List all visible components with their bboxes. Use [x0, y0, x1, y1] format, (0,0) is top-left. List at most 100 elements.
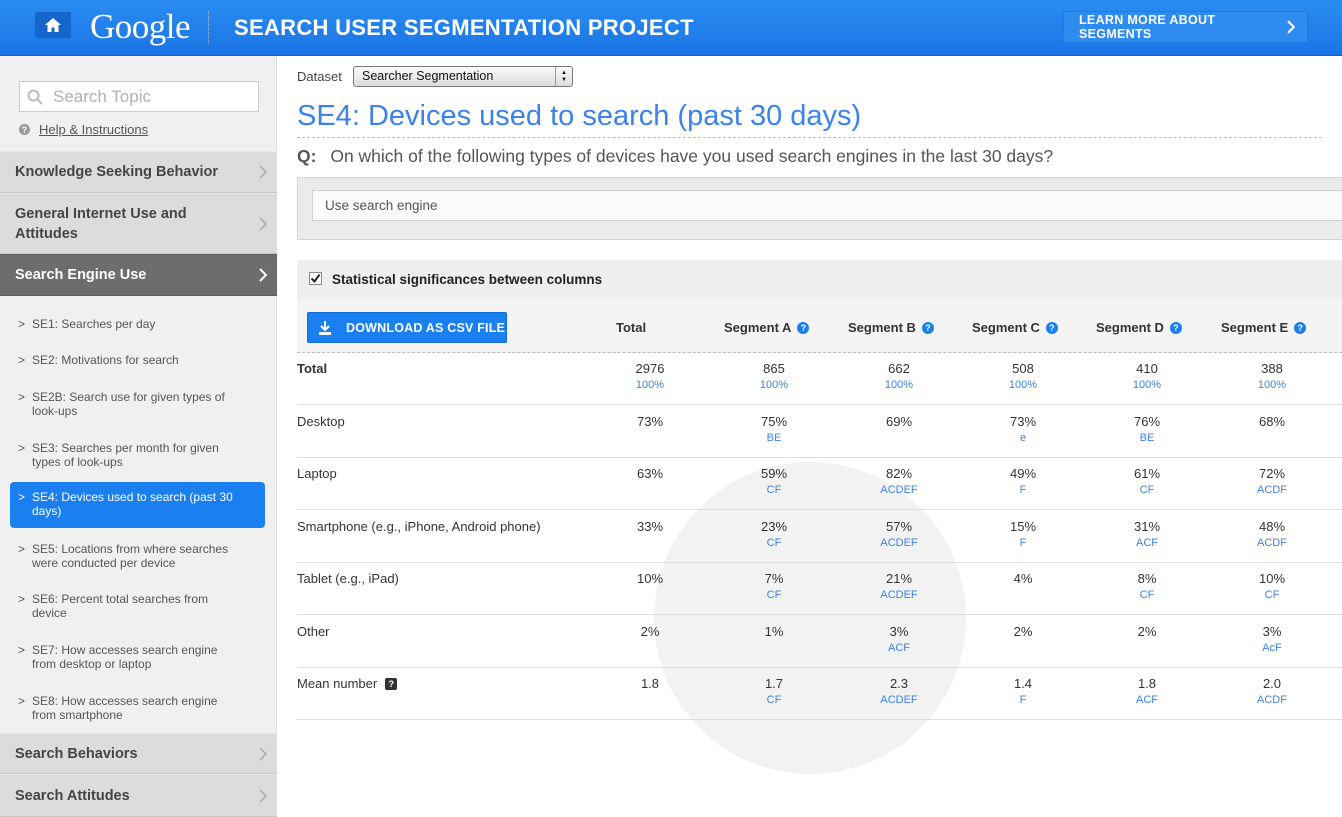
table-row: Tablet (e.g., iPad) 10% 7% CF 21% ACDEF 4% 8% CF…	[297, 562, 1342, 615]
chevron-right-icon	[259, 165, 267, 179]
help-icon[interactable]: ?	[797, 322, 810, 334]
column-header-total: Total	[616, 320, 646, 335]
table-header: DOWNLOAD AS CSV FILE Total Segment A? Se…	[297, 300, 1342, 353]
search-topic-field[interactable]	[19, 81, 259, 112]
cell-significance: ACF	[888, 641, 910, 654]
dataset-select[interactable]: Searcher Segmentation ▲ ▼	[353, 66, 573, 87]
table-cell: 72% ACDF	[1232, 466, 1312, 496]
category-label: Search Behaviors	[15, 745, 138, 762]
learn-more-button[interactable]: LEARN MORE ABOUT SEGMENTS	[1063, 11, 1308, 43]
table-cell: 63%	[610, 466, 690, 484]
table-cell: 48% ACDF	[1232, 519, 1312, 549]
table-cell: 7% CF	[734, 571, 814, 601]
help-icon[interactable]: ?	[1045, 322, 1058, 334]
cell-value: 388	[1261, 361, 1283, 376]
table-cell: 10% CF	[1232, 571, 1312, 601]
cell-value: 48%	[1258, 518, 1286, 534]
question-text: On which of the following types of devic…	[330, 146, 1054, 166]
help-icon[interactable]: ?	[921, 322, 934, 334]
chevron-right-icon: >	[18, 390, 26, 404]
chevron-right-icon: >	[18, 542, 26, 556]
help-icon[interactable]: ?	[1169, 322, 1182, 334]
table-cell: 662 100%	[859, 361, 939, 391]
cell-value: 7%	[764, 571, 784, 586]
cell-value: 10%	[1258, 571, 1286, 586]
cell-value: 49%	[1009, 466, 1037, 481]
checkbox-checked-icon[interactable]	[309, 272, 323, 286]
row-label: Other	[297, 624, 330, 639]
column-label: Total	[616, 320, 647, 335]
google-logo[interactable]: Google	[90, 7, 191, 46]
sidebar-item-label: SE4: Devices used to search (past 30 day…	[32, 490, 233, 518]
cell-value: 69%	[885, 413, 913, 429]
table-row: Other 2% 1% 3% ACF 2% 2% 3% AcF	[297, 615, 1342, 668]
table-cell: 2%	[1107, 624, 1187, 642]
sidebar-item-se5[interactable]: > SE5: Locations from where searches wer…	[10, 542, 265, 570]
sidebar-item-se4[interactable]: > SE4: Devices used to search (past 30 d…	[10, 482, 265, 528]
sidebar-item-se2b[interactable]: > SE2B: Search use for given types of lo…	[10, 390, 265, 418]
cell-value: 72%	[1258, 466, 1286, 481]
table-cell: 1.7 CF	[734, 676, 814, 706]
sidebar-item-label: SE5: Locations from where searches were …	[32, 542, 229, 570]
row-label-text: Tablet (e.g., iPad)	[297, 571, 399, 586]
category-general-internet[interactable]: General Internet Use and Attitudes	[0, 193, 277, 254]
table-cell: 33%	[610, 519, 690, 537]
category-label: Search Attitudes	[15, 787, 130, 804]
cell-significance: 100%	[1008, 379, 1038, 391]
column-header-segment-d: Segment D?	[1096, 320, 1182, 335]
table-cell: 69%	[859, 414, 939, 432]
title-divider	[297, 137, 1322, 138]
sidebar-item-se3[interactable]: > SE3: Searches per month for given type…	[10, 441, 265, 469]
download-csv-label: DOWNLOAD AS CSV FILE	[346, 320, 506, 335]
chevron-right-icon: >	[18, 592, 26, 606]
sidebar-item-label: SE6: Percent total searches from device	[32, 592, 209, 620]
sidebar-item-se2[interactable]: > SE2: Motivations for search	[10, 353, 265, 367]
sidebar-item-se8[interactable]: > SE8: How accesses search engine from s…	[10, 694, 265, 722]
home-button[interactable]	[35, 12, 71, 38]
cell-significance: 100%	[1132, 379, 1162, 391]
cell-value: 508	[1012, 361, 1034, 376]
chevron-right-icon: >	[18, 694, 26, 708]
cell-significance: CF	[766, 589, 782, 601]
sidebar-item-label: SE8: How accesses search engine from sma…	[32, 694, 218, 722]
cell-value: 1.4	[1013, 676, 1033, 691]
cell-significance: ACDF	[1257, 694, 1287, 706]
cell-value: 21%	[885, 571, 913, 586]
row-label-text: Smartphone (e.g., iPhone, Android phone)	[297, 518, 541, 534]
table-cell: 2%	[983, 624, 1063, 642]
cell-value: 1%	[764, 623, 784, 639]
category-search-behaviors[interactable]: Search Behaviors	[0, 733, 277, 774]
response-select[interactable]: Use search engine	[312, 190, 1342, 221]
sidebar-item-se6[interactable]: > SE6: Percent total searches from devic…	[10, 592, 265, 620]
table-cell: 76% BE	[1107, 414, 1187, 444]
chevron-right-icon: >	[18, 490, 26, 504]
help-icon[interactable]: ?	[1294, 322, 1307, 334]
help-instructions-link[interactable]: Help & Instructions	[39, 122, 149, 137]
table-cell: 508 100%	[983, 361, 1063, 391]
table-row: Smartphone (e.g., iPhone, Android phone)…	[297, 510, 1342, 563]
sidebar-item-se1[interactable]: > SE1: Searches per day	[10, 317, 265, 331]
dataset-label: Dataset	[297, 69, 342, 84]
column-header-segment-e: Segment E?	[1221, 320, 1307, 335]
column-header-segment-b: Segment B?	[848, 320, 934, 335]
table-row: Mean number? 1.8 1.7 CF 2.3 ACDEF 1.4 F 1.8 ACF 2.…	[297, 667, 1342, 720]
cell-value: 63%	[636, 466, 664, 481]
sidebar-item-label: SE2B: Search use for given types of look…	[32, 390, 225, 418]
cell-value: 3%	[889, 623, 909, 639]
cell-value: 75%	[760, 413, 788, 429]
category-label: General Internet Use and Attitudes	[15, 205, 187, 242]
question-icon: ?	[19, 124, 30, 135]
category-search-attitudes[interactable]: Search Attitudes	[0, 774, 277, 817]
download-csv-button[interactable]: DOWNLOAD AS CSV FILE	[307, 312, 507, 343]
cell-significance: 100%	[759, 379, 789, 391]
help-icon[interactable]: ?	[385, 678, 398, 690]
category-search-engine-use[interactable]: Search Engine Use	[0, 254, 277, 296]
stat-significance-bar: Statistical significances between column…	[297, 260, 1342, 300]
search-topic-input[interactable]	[51, 85, 245, 108]
category-knowledge-seeking[interactable]: Knowledge Seeking Behavior	[0, 151, 277, 193]
cell-value: 2%	[640, 623, 660, 639]
sidebar-item-se7[interactable]: > SE7: How accesses search engine from d…	[10, 643, 265, 671]
category-label: Search Engine Use	[15, 267, 147, 283]
table-cell: 2.0 ACDF	[1232, 676, 1312, 706]
header-divider	[208, 11, 209, 43]
